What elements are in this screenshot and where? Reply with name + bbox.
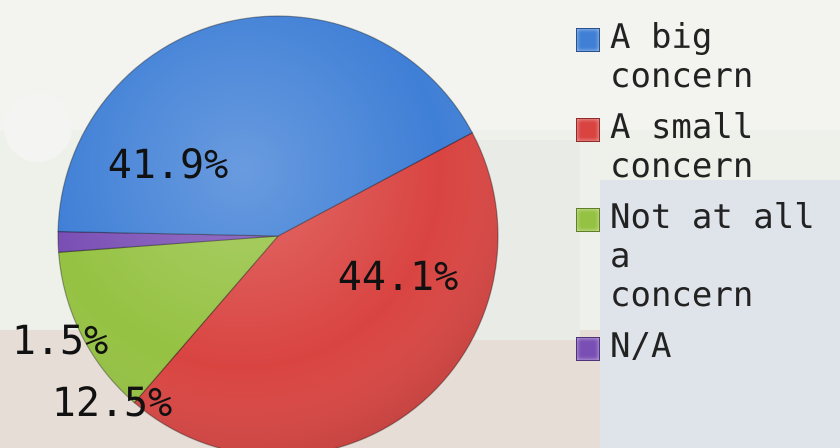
legend-swatch-not-at-all xyxy=(576,208,600,232)
data-label-not-at-all: 12.5% xyxy=(52,380,172,426)
legend-label-not-at-all: Not at all a concern xyxy=(610,197,815,315)
data-label-na: 1.5% xyxy=(12,318,108,364)
data-label-small-concern: 44.1% xyxy=(338,254,458,300)
legend-swatch-small-concern xyxy=(576,118,600,142)
legend-swatch-na xyxy=(576,337,600,361)
legend-item-na: N/A xyxy=(576,327,840,366)
legend-label-small-concern: A small concern xyxy=(610,107,754,186)
legend-label-big-concern: A big concern xyxy=(610,17,754,96)
legend: A big concern A small concern Not at all… xyxy=(576,18,840,378)
legend-label-na: N/A xyxy=(610,326,672,366)
legend-item-not-at-all: Not at all a concern xyxy=(576,198,840,315)
legend-swatch-big-concern xyxy=(576,28,600,52)
legend-item-small-concern: A small concern xyxy=(576,108,840,186)
legend-item-big-concern: A big concern xyxy=(576,18,840,96)
data-label-big-concern: 41.9% xyxy=(108,142,228,188)
